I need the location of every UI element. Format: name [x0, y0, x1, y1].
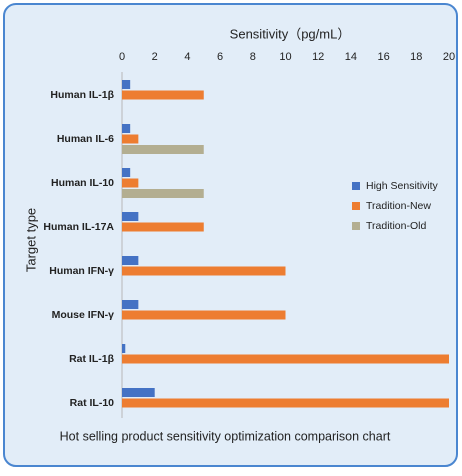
- x-axis-title: Sensitivity（pg/mL）: [230, 26, 351, 41]
- y-tick-label: Rat IL-10: [70, 397, 115, 409]
- bar: [122, 388, 155, 397]
- x-tick-label: 4: [184, 51, 190, 63]
- y-tick-label: Human IL-6: [57, 133, 114, 145]
- bar: [122, 344, 126, 353]
- y-axis-title: Target type: [23, 208, 38, 272]
- legend-swatch: [352, 182, 360, 190]
- legend-label: Tradition-Old: [366, 220, 426, 232]
- bar: [122, 222, 204, 232]
- y-tick-label: Human IL-10: [51, 177, 114, 189]
- legend-label: High Sensitivity: [366, 180, 439, 192]
- x-tick-label: 16: [377, 51, 389, 63]
- x-tick-label: 20: [443, 51, 455, 63]
- y-tick-label: Human IL-17A: [43, 221, 114, 233]
- x-tick-label: 0: [119, 51, 125, 63]
- x-tick-label: 2: [152, 51, 158, 63]
- x-tick-label: 6: [217, 51, 223, 63]
- y-tick-label: Human IFN-γ: [49, 265, 114, 277]
- x-tick-label: 12: [312, 51, 324, 63]
- legend-label: Tradition-New: [366, 200, 431, 212]
- bar: [122, 398, 449, 408]
- x-tick-label: 14: [345, 51, 357, 63]
- bar: [122, 134, 139, 144]
- card: [3, 3, 458, 467]
- bar: [122, 354, 449, 364]
- caption: Hot selling product sensitivity optimiza…: [60, 429, 391, 443]
- x-tick-label: 18: [410, 51, 422, 63]
- bar: [122, 300, 139, 309]
- bar: [122, 189, 204, 198]
- y-tick-label: Human IL-1β: [50, 89, 114, 101]
- y-tick-label: Rat IL-1β: [69, 353, 115, 365]
- bar: [122, 124, 131, 133]
- legend-swatch: [352, 222, 360, 230]
- bar: [122, 266, 286, 276]
- bar: [122, 145, 204, 154]
- bar: [122, 168, 131, 177]
- bar: [122, 310, 286, 320]
- bar: [122, 90, 204, 100]
- legend-swatch: [352, 202, 360, 210]
- x-tick-label: 8: [250, 51, 256, 63]
- bar: [122, 80, 131, 89]
- x-tick-label: 10: [279, 51, 291, 63]
- y-tick-label: Mouse IFN-γ: [52, 309, 115, 321]
- bar: [122, 256, 139, 265]
- bar: [122, 178, 139, 188]
- bar: [122, 212, 139, 221]
